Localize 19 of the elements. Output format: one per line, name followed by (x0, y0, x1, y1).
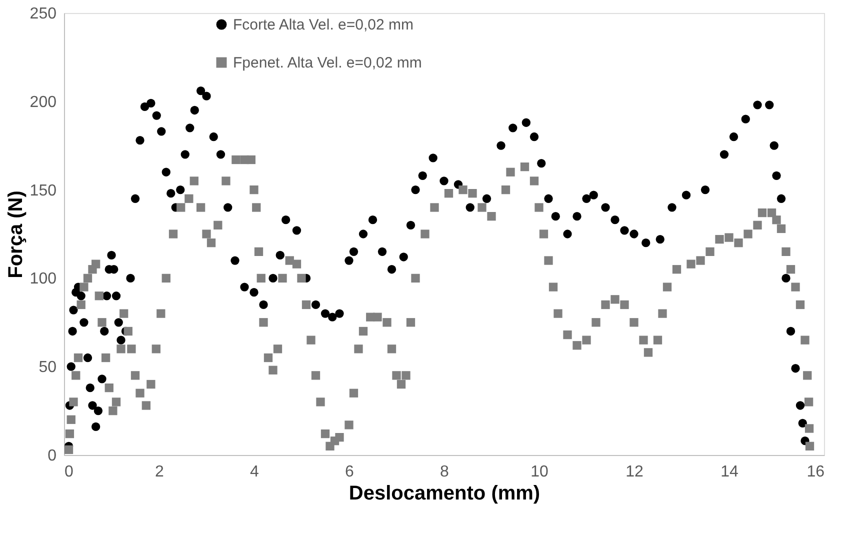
legend-label: Fcorte Alta Vel. e=0,02 mm (233, 16, 414, 34)
x-tick-label: 0 (64, 464, 74, 480)
y-tick-label: 100 (30, 270, 57, 288)
y-axis-title: Força (N) (4, 190, 27, 278)
y-tick-label: 50 (38, 359, 57, 376)
x-tick-label: 8 (440, 464, 450, 480)
x-tick-label: 4 (250, 464, 260, 480)
legend-label: Fpenet. Alta Vel. e=0,02 mm (233, 54, 422, 72)
y-tick-label: 0 (48, 448, 57, 464)
x-tick-label: 10 (530, 464, 548, 480)
x-axis-title: Deslocamento (mm) (348, 482, 540, 504)
y-tick-label: 150 (30, 182, 57, 200)
x-tick-label: 6 (345, 464, 354, 480)
x-tick-label: 2 (155, 464, 164, 480)
x-tick-label: 16 (806, 464, 825, 480)
x-tick-label: 12 (626, 464, 644, 480)
y-tick-label: 250 (30, 6, 57, 22)
x-tick-label: 14 (720, 464, 738, 480)
y-tick-label: 200 (30, 94, 57, 111)
